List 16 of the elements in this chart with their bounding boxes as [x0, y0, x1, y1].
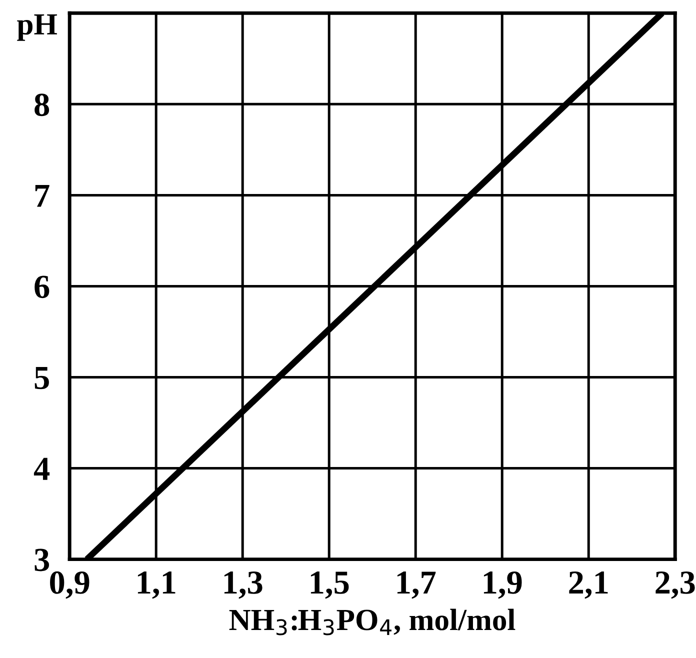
- y-tick-label: 5: [34, 366, 49, 390]
- y-tick-label: 8: [34, 94, 50, 116]
- x-tick-label: 1,3: [224, 571, 262, 599]
- y-tick-label: 7: [35, 184, 50, 207]
- y-tick-label: 3: [34, 548, 50, 572]
- x-tick-label: 1,7: [397, 572, 436, 599]
- y-tick-label: 6: [34, 276, 50, 298]
- x-tick-label: 2,1: [569, 571, 608, 599]
- x-tick-label: 1,1: [138, 572, 176, 599]
- x-axis-title: NH$_{3}$:H$_{3}$PO$_{4}$, mol/mol: [229, 608, 516, 636]
- x-tick-label: 2,3: [656, 571, 695, 599]
- x-tick-label: 1,9: [484, 571, 522, 599]
- x-tick-label: 0,9: [50, 571, 90, 599]
- y-tick-label: 4: [34, 458, 50, 480]
- x-tick-label: 1,5: [310, 572, 349, 599]
- y-axis-title: pH: [17, 14, 57, 41]
